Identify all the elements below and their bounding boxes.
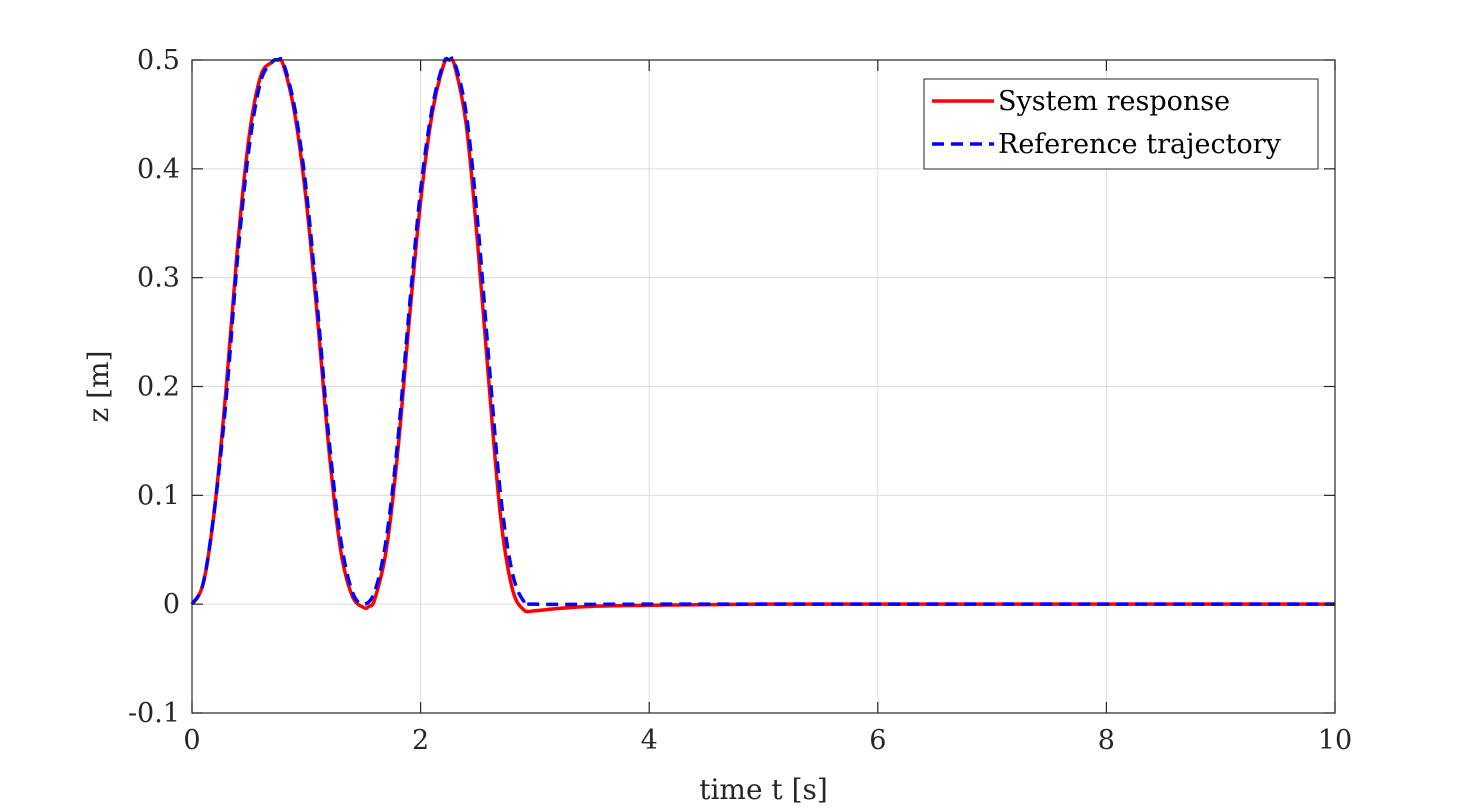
tick-marks — [191, 59, 1336, 714]
series-layer — [190, 56, 1335, 614]
y-tick-label: -0.1 — [128, 698, 180, 729]
y-tick-label: 0.3 — [137, 263, 180, 294]
legend-label-reference-trajectory: Reference trajectory — [998, 129, 1282, 160]
y-tick-label: 0.5 — [137, 45, 180, 76]
legend: System response Reference trajectory — [923, 78, 1319, 170]
x-tick-label: 6 — [869, 725, 886, 756]
y-tick-label: 0 — [163, 589, 180, 620]
x-tick-label: 8 — [1098, 725, 1115, 756]
y-tick-label: 0.2 — [137, 372, 180, 403]
x-tick-label: 2 — [412, 725, 429, 756]
y-axis-label: z [m] — [82, 350, 115, 422]
x-tick-label: 10 — [1318, 725, 1352, 756]
y-tick-label: 0.4 — [137, 154, 180, 185]
x-axis-label: time t [s] — [699, 773, 828, 806]
y-tick-label: 0.1 — [137, 480, 180, 511]
legend-label-system-response: System response — [998, 86, 1230, 117]
series-line-reference-trajectory — [190, 56, 1335, 607]
legend-box — [923, 78, 1319, 170]
x-tick-label: 4 — [641, 725, 658, 756]
x-tick-label: 0 — [183, 725, 200, 756]
y-tick-labels: -0.1 0 0.1 0.2 0.3 0.4 0.5 — [128, 45, 180, 729]
x-tick-labels: 0 2 4 6 8 10 — [183, 725, 1352, 756]
